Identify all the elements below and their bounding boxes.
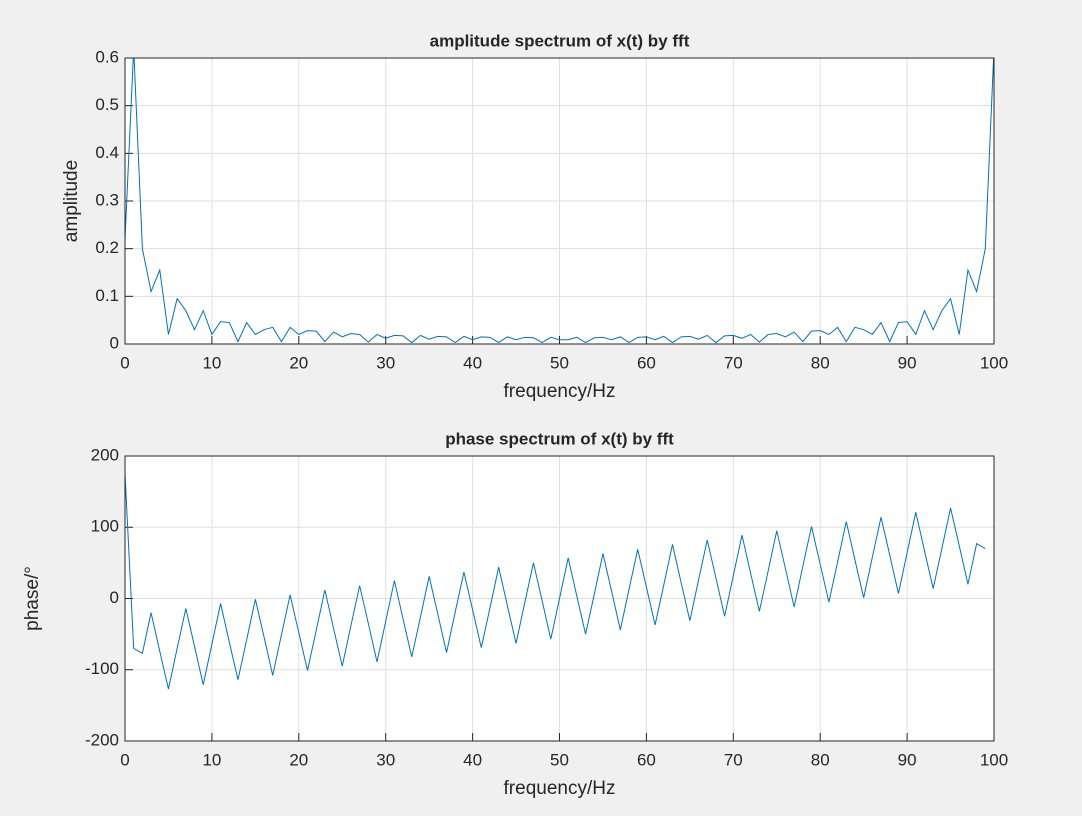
x-tick-label: 30 bbox=[376, 750, 395, 769]
x-tick-label: 100 bbox=[980, 353, 1008, 372]
x-tick-label: 80 bbox=[811, 750, 830, 769]
y-tick-label: 0.5 bbox=[95, 95, 119, 114]
x-tick-label: 60 bbox=[637, 750, 656, 769]
y-tick-label: 0.3 bbox=[95, 190, 119, 209]
x-tick-label: 30 bbox=[376, 353, 395, 372]
x-tick-label: 60 bbox=[637, 353, 656, 372]
y-tick-label: 0.4 bbox=[95, 143, 119, 162]
y-axis-label: amplitude bbox=[61, 160, 82, 242]
data-line bbox=[125, 58, 994, 344]
x-tick-label: 90 bbox=[898, 750, 917, 769]
y-tick-label: 0 bbox=[110, 588, 119, 607]
x-tick-label: 40 bbox=[463, 353, 482, 372]
data-line bbox=[125, 473, 986, 690]
x-tick-label: 90 bbox=[898, 353, 917, 372]
y-tick-label: 0.1 bbox=[95, 286, 119, 305]
axes-box bbox=[124, 455, 995, 742]
x-tick-label: 0 bbox=[120, 750, 129, 769]
x-tick-label: 70 bbox=[724, 353, 743, 372]
x-axis-label: frequency/Hz bbox=[504, 381, 616, 402]
x-tick-label: 40 bbox=[463, 750, 482, 769]
x-tick-label: 50 bbox=[550, 353, 569, 372]
x-tick-label: 70 bbox=[724, 750, 743, 769]
y-tick-label: 0.6 bbox=[95, 47, 119, 66]
x-tick-label: 80 bbox=[811, 353, 830, 372]
x-tick-label: 20 bbox=[289, 353, 308, 372]
y-tick-label: -100 bbox=[85, 659, 119, 678]
y-tick-label: 0 bbox=[110, 333, 119, 352]
y-tick-label: -200 bbox=[85, 730, 119, 749]
chart-title: phase spectrum of x(t) by fft bbox=[445, 429, 674, 448]
x-tick-label: 0 bbox=[120, 353, 129, 372]
x-tick-label: 20 bbox=[289, 750, 308, 769]
x-tick-label: 10 bbox=[202, 353, 221, 372]
axes-box bbox=[124, 57, 995, 345]
y-tick-label: 200 bbox=[91, 445, 119, 464]
y-axis-label: phase/° bbox=[22, 566, 43, 631]
y-tick-label: 100 bbox=[91, 517, 119, 536]
x-tick-label: 100 bbox=[980, 750, 1008, 769]
chart-title: amplitude spectrum of x(t) by fft bbox=[430, 31, 690, 50]
x-axis-label: frequency/Hz bbox=[504, 778, 616, 799]
x-tick-label: 10 bbox=[202, 750, 221, 769]
y-tick-label: 0.2 bbox=[95, 238, 119, 257]
x-tick-label: 50 bbox=[550, 750, 569, 769]
